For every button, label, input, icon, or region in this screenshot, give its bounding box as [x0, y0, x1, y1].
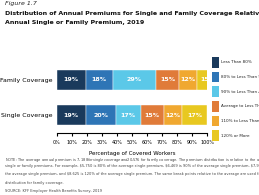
- Text: Distribution of Annual Premiums for Single and Family Coverage Relative to the A: Distribution of Annual Premiums for Sing…: [5, 11, 259, 16]
- Text: 80% to Less Than 90%: 80% to Less Than 90%: [221, 75, 259, 79]
- Bar: [85, 105, 116, 125]
- Bar: [197, 70, 219, 90]
- Text: 12%: 12%: [165, 113, 180, 118]
- Bar: [116, 105, 141, 125]
- Text: Average to Less Than 110%: Average to Less Than 110%: [221, 104, 259, 108]
- Text: 18%: 18%: [91, 77, 107, 82]
- Bar: [57, 70, 85, 90]
- Text: distribution for family coverage.: distribution for family coverage.: [5, 181, 64, 185]
- Text: 15%: 15%: [145, 113, 160, 118]
- Bar: [156, 70, 179, 90]
- Text: SOURCE: KFF Employer Health Benefits Survey, 2019: SOURCE: KFF Employer Health Benefits Sur…: [5, 189, 102, 193]
- Text: 15%: 15%: [200, 77, 215, 82]
- Bar: [141, 105, 164, 125]
- Bar: [182, 105, 207, 125]
- Text: 12%: 12%: [180, 77, 195, 82]
- Bar: [164, 105, 182, 125]
- X-axis label: Percentage of Covered Workers: Percentage of Covered Workers: [89, 151, 175, 156]
- Bar: [179, 70, 197, 90]
- Text: Annual Single or Family Premium, 2019: Annual Single or Family Premium, 2019: [5, 20, 145, 26]
- Text: NOTE: The average annual premium is $7,188 for single coverage and $20,576 for f: NOTE: The average annual premium is $7,1…: [5, 156, 259, 164]
- Text: 29%: 29%: [127, 77, 142, 82]
- Text: 110% to Less Than 120%: 110% to Less Than 120%: [221, 119, 259, 123]
- Text: the average single premium, and $8,625 is 120% of the average single premium. Th: the average single premium, and $8,625 i…: [5, 172, 259, 176]
- Text: Figure 1.7: Figure 1.7: [5, 1, 37, 6]
- Text: 20%: 20%: [93, 113, 108, 118]
- Text: 120% or More: 120% or More: [221, 134, 249, 137]
- Text: 90% to Less Than Average: 90% to Less Than Average: [221, 90, 259, 94]
- Bar: [57, 105, 85, 125]
- Text: 15%: 15%: [160, 77, 175, 82]
- Bar: [113, 70, 156, 90]
- Text: single or family premiums. For example, $5,750 is 80% of the average single prem: single or family premiums. For example, …: [5, 164, 259, 168]
- Text: 19%: 19%: [64, 77, 79, 82]
- Text: 19%: 19%: [64, 113, 79, 118]
- Text: 17%: 17%: [121, 113, 136, 118]
- Bar: [85, 70, 113, 90]
- Text: 17%: 17%: [187, 113, 202, 118]
- Text: Less Than 80%: Less Than 80%: [221, 60, 252, 64]
